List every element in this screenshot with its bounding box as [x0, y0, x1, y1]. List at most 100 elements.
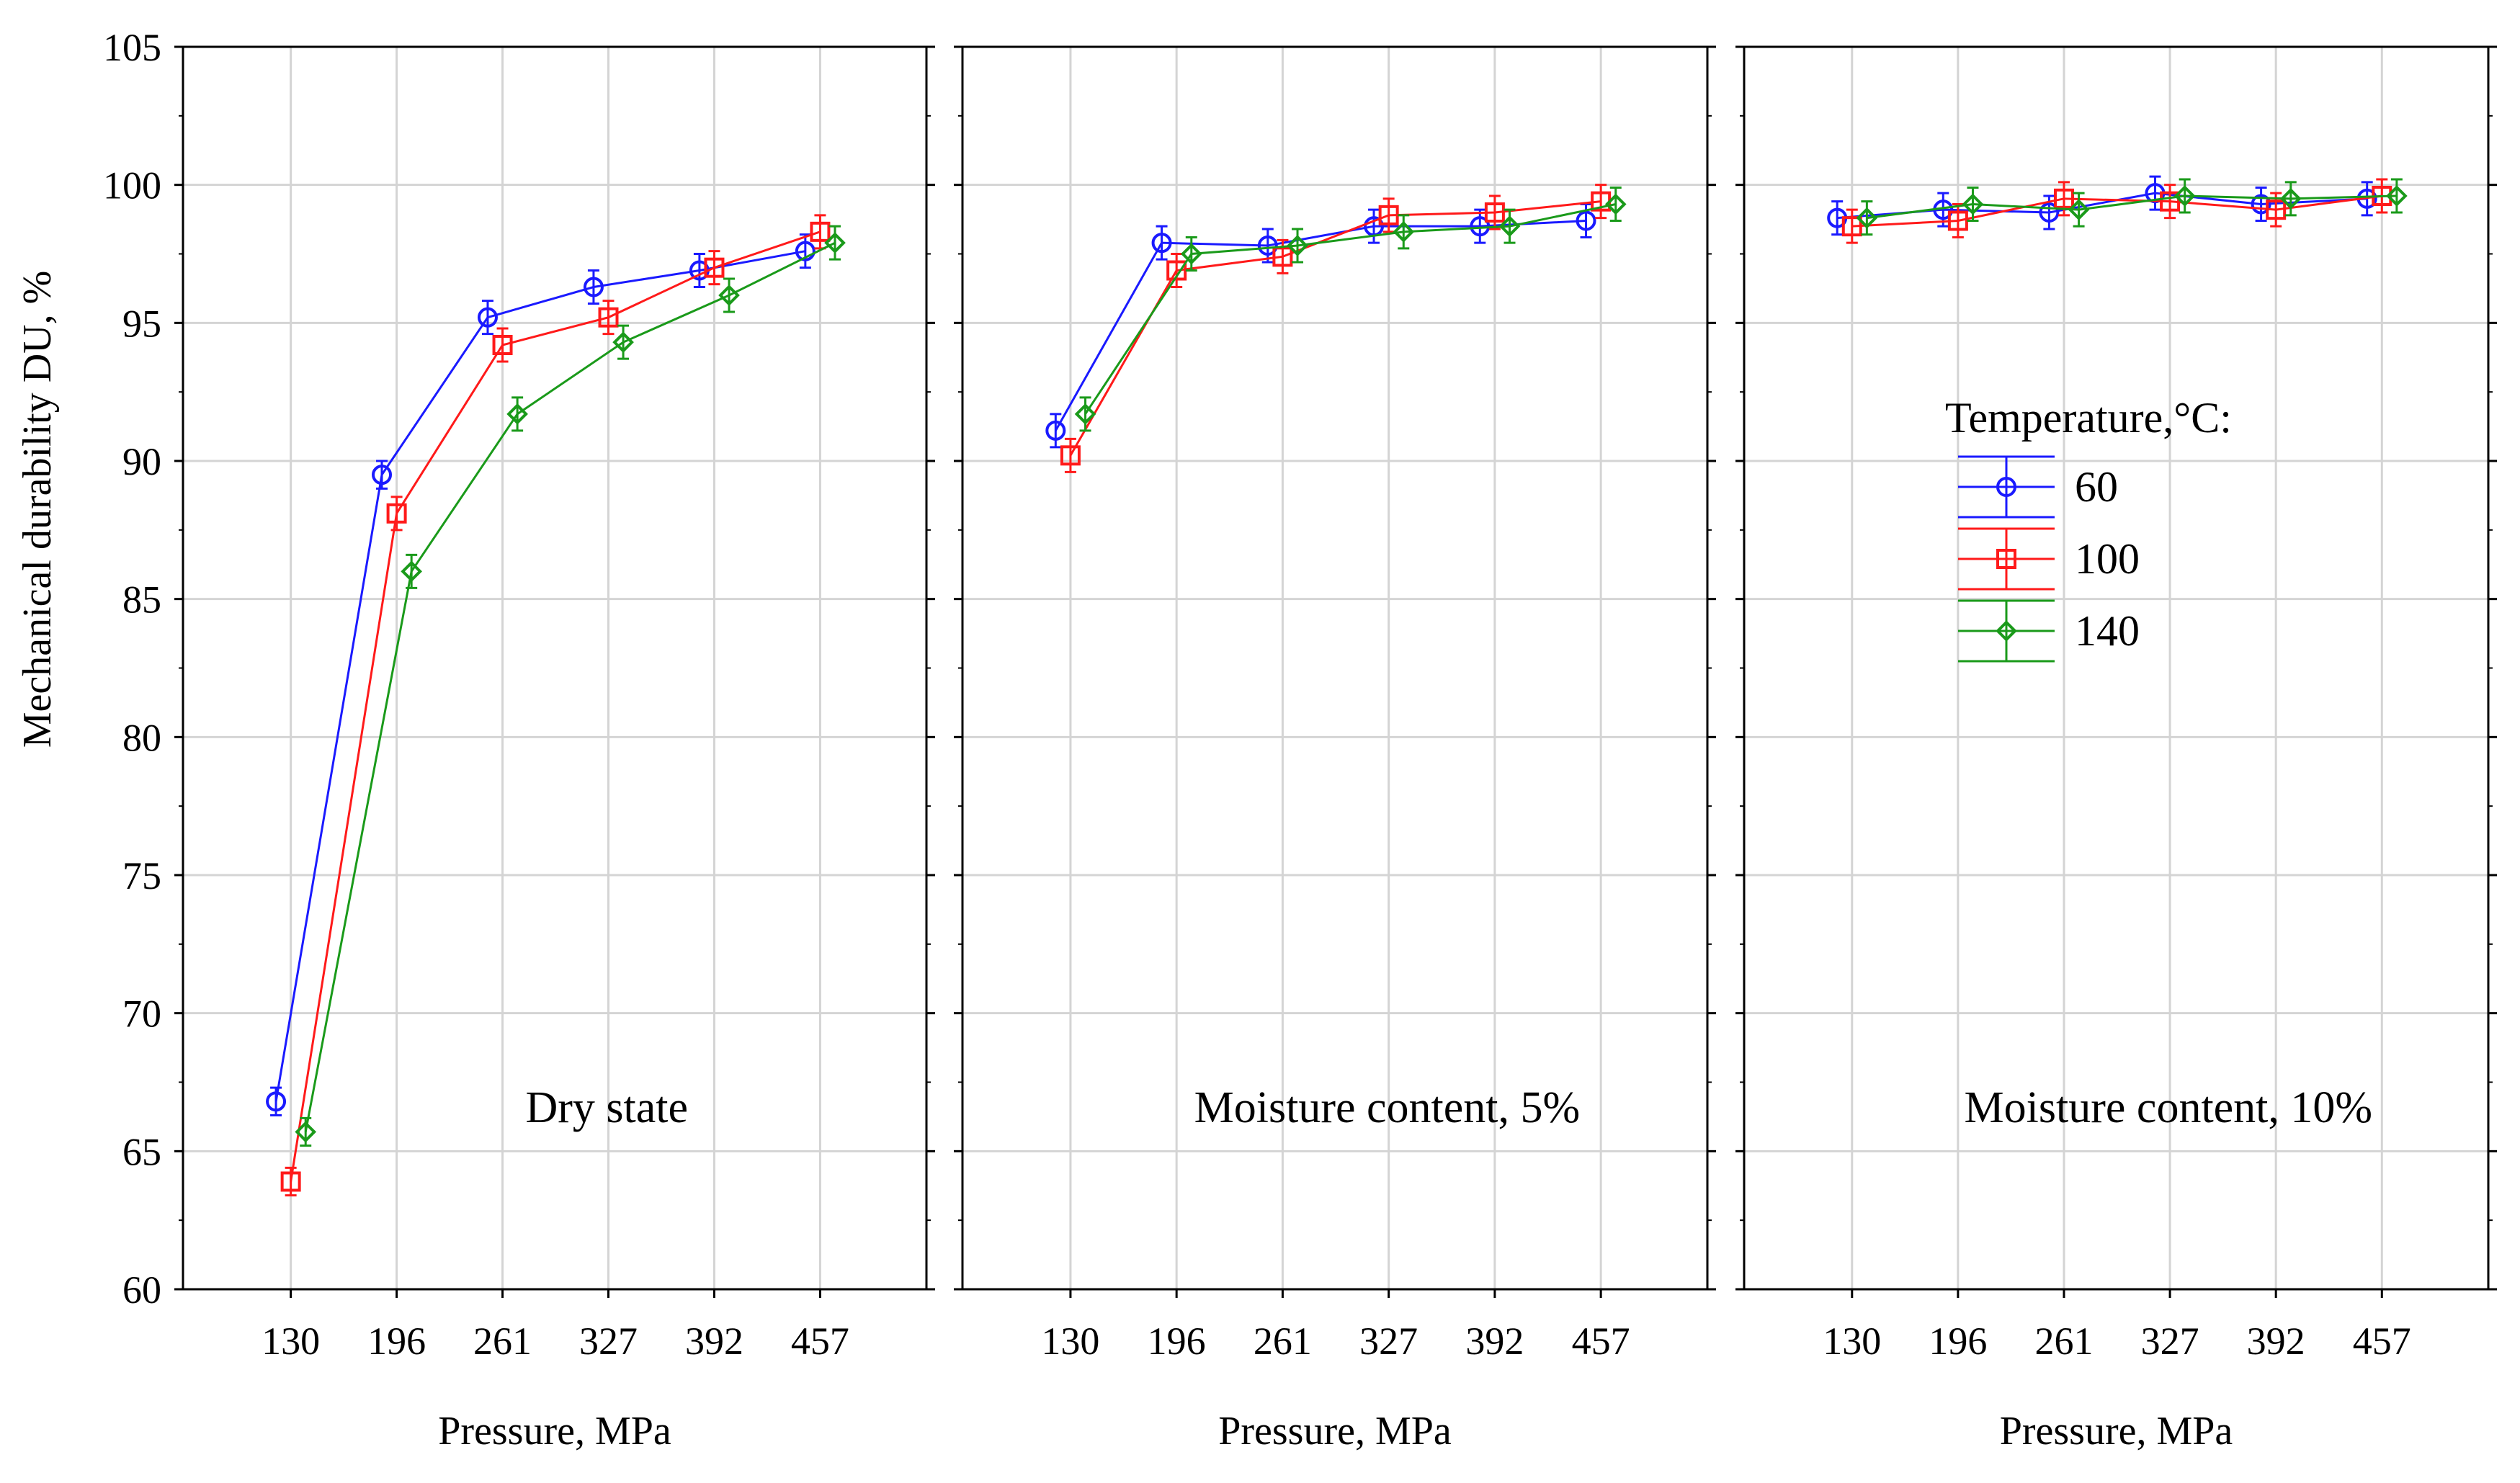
data-point: [1166, 260, 1187, 281]
panel-label: Moisture content, 10%: [1965, 1083, 2373, 1132]
data-point: [2279, 188, 2302, 210]
x-tick-label: 327: [1359, 1320, 1418, 1363]
data-point: [1856, 207, 1878, 229]
data-point: [1470, 216, 1491, 237]
legend-marker: [1996, 477, 2016, 497]
data-point: [824, 232, 846, 254]
x-tick-label: 392: [1465, 1320, 1524, 1363]
chart-panel-2: 130 196 261 327 392 457 Pressure, MPa Moisture …: [954, 45, 1716, 1453]
series-line: [1069, 200, 1601, 457]
data-point: [704, 257, 725, 278]
legend-entry-60: 60: [1958, 455, 2118, 519]
x-tick-label: 392: [685, 1320, 743, 1363]
data-point: [401, 560, 422, 583]
legend: Temperature,°C: 60 100 140: [1945, 394, 2232, 663]
data-point: [2266, 200, 2287, 220]
data-point: [795, 241, 816, 261]
legend-marker: [1996, 549, 2016, 569]
series-60: [266, 233, 816, 1116]
series-140: [1074, 187, 1627, 432]
data-point: [612, 331, 634, 353]
x-tick-label: 457: [2353, 1320, 2411, 1363]
y-axis-label: Mechanical durability DU, %: [15, 271, 60, 748]
x-tick-label: 327: [579, 1320, 638, 1363]
data-point: [1962, 193, 1984, 215]
y-tick-label: 85: [122, 578, 161, 622]
series-line: [290, 230, 821, 1182]
series-line: [1055, 220, 1586, 431]
series-line: [274, 250, 806, 1102]
legend-label: 140: [2075, 607, 2140, 655]
x-tick-label: 130: [262, 1320, 320, 1363]
x-tick-label: 392: [2247, 1320, 2305, 1363]
x-tick-label: 327: [2141, 1320, 2199, 1363]
data-point: [718, 284, 740, 306]
data-point: [372, 465, 393, 485]
data-point: [583, 277, 604, 297]
data-point: [1180, 243, 1202, 265]
x-tick-label: 196: [367, 1320, 426, 1363]
x-tick-label: 196: [1929, 1320, 1987, 1363]
x-tick-label: 261: [2034, 1320, 2093, 1363]
y-tick-label: 80: [122, 716, 161, 759]
data-point: [477, 307, 498, 328]
data-point: [1484, 202, 1505, 223]
series-100: [1060, 184, 1612, 473]
x-tick-label: 130: [1823, 1320, 1881, 1363]
x-axis-label: Pressure, MPa: [1218, 1409, 1452, 1453]
data-point: [1498, 215, 1521, 237]
data-point: [2173, 185, 2196, 207]
x-tick-label: 457: [1572, 1320, 1630, 1363]
series-140: [1856, 178, 2408, 236]
series-line: [1867, 194, 2397, 220]
chart-panels: 60 65 70 75 80 85 90 95 100 105 130 196 261 327 392 457…: [103, 26, 2497, 1453]
y-tick-label: 90: [122, 440, 161, 483]
legend-title: Temperature,°C:: [1945, 394, 2232, 442]
data-point: [1378, 205, 1399, 225]
y-tick-label: 60: [122, 1268, 161, 1312]
data-point: [386, 503, 407, 524]
data-point: [1393, 221, 1415, 243]
data-point: [2053, 188, 2074, 209]
data-point: [810, 221, 831, 242]
panel-label: Moisture content, 5%: [1194, 1083, 1581, 1132]
data-point: [1604, 193, 1627, 215]
x-tick-label: 261: [473, 1320, 532, 1363]
x-tick-label: 196: [1148, 1320, 1206, 1363]
y-tick-label: 100: [103, 164, 161, 207]
y-tick-label: 95: [122, 302, 161, 345]
series-line: [1851, 194, 2382, 228]
legend-marker: [1996, 620, 2017, 642]
chart-panel-1: 60 65 70 75 80 85 90 95 100 105 130 196 261 327 392 457…: [103, 26, 935, 1453]
data-point: [1272, 246, 1293, 267]
data-point: [1257, 236, 1278, 256]
data-point: [598, 307, 619, 328]
data-point: [2160, 191, 2181, 212]
data-point: [1287, 235, 1308, 256]
data-point: [492, 335, 513, 355]
data-point: [1841, 216, 1862, 237]
data-point: [295, 1121, 317, 1143]
series-line: [304, 241, 836, 1132]
x-axis-label: Pressure, MPa: [2000, 1409, 2233, 1453]
data-point: [506, 403, 528, 425]
data-point: [1151, 233, 1172, 254]
data-point: [1074, 403, 1096, 425]
data-point: [266, 1091, 287, 1112]
data-point: [2386, 185, 2408, 207]
data-point: [2068, 199, 2090, 220]
panel-label: Dry state: [525, 1083, 688, 1132]
x-axis-label: Pressure, MPa: [438, 1409, 671, 1453]
x-tick-label: 457: [791, 1320, 849, 1363]
data-point: [1947, 210, 1968, 231]
data-point: [2251, 194, 2271, 215]
gridlines: [183, 45, 926, 1291]
series-140: [295, 225, 846, 1147]
legend-label: 60: [2075, 463, 2118, 511]
series-line: [1084, 203, 1617, 415]
y-tick-label: 70: [122, 993, 161, 1036]
y-tick-label: 75: [122, 854, 161, 897]
legend-entry-100: 100: [1958, 527, 2140, 591]
y-tick-label: 65: [122, 1130, 161, 1173]
data-point: [280, 1171, 301, 1192]
